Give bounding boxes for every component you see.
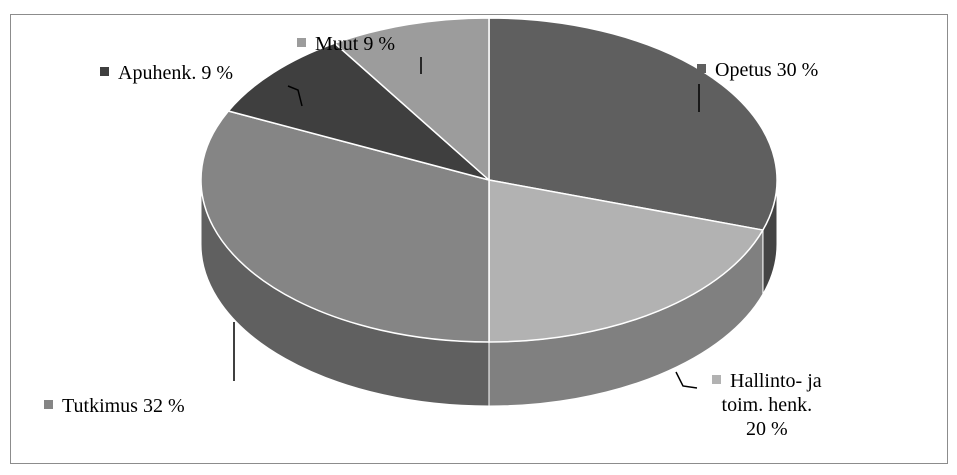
swatch-apuhenk <box>100 67 109 76</box>
swatch-opetus <box>697 64 706 73</box>
label-opetus-text: Opetus 30 % <box>715 59 819 81</box>
leader-apuhenk <box>287 85 303 107</box>
slice-hallinto <box>488 179 765 343</box>
slice-opetus <box>488 17 778 231</box>
label-apuhenk: Apuhenk. 9 % <box>100 62 233 85</box>
label-muut: Muut 9 % <box>297 33 395 56</box>
leader-hallinto <box>675 371 698 389</box>
label-hallinto-line2: toim. henk. <box>721 394 813 416</box>
label-hallinto-line3: 20 % <box>745 418 788 440</box>
swatch-hallinto <box>712 375 721 384</box>
slice-muut <box>333 17 490 182</box>
label-apuhenk-text: Apuhenk. 9 % <box>118 62 233 84</box>
swatch-muut <box>297 38 306 47</box>
slice-apuhenk <box>227 42 490 181</box>
slice-tutkimus <box>200 110 490 343</box>
label-tutkimus-text: Tutkimus 32 % <box>62 395 185 417</box>
label-muut-text: Muut 9 % <box>315 33 395 55</box>
label-hallinto: Hallinto- ja toim. henk. 20 % <box>712 369 822 441</box>
label-opetus: Opetus 30 % <box>697 59 818 82</box>
label-tutkimus: Tutkimus 32 % <box>44 395 185 418</box>
swatch-tutkimus <box>44 400 53 409</box>
label-hallinto-line1: Hallinto- ja <box>730 370 822 392</box>
